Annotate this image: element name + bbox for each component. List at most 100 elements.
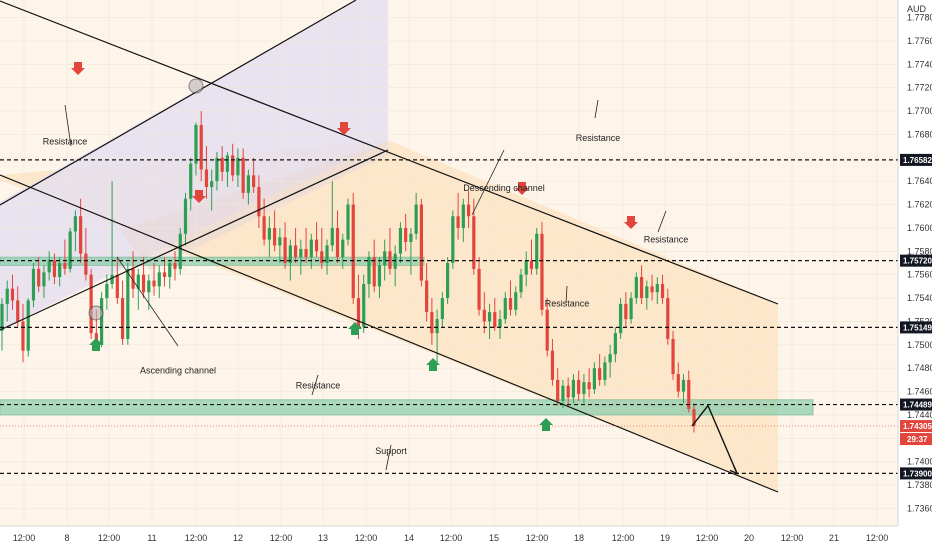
candle-body: [676, 374, 680, 392]
candle-body: [487, 312, 492, 322]
x-tick-label: 12:00: [270, 533, 293, 543]
candle-body: [0, 303, 4, 331]
candle-body: [341, 239, 345, 258]
candle-body: [299, 248, 303, 258]
x-tick-label: 11: [147, 533, 156, 543]
candle-body: [660, 284, 665, 299]
candle-body: [587, 382, 591, 390]
candle-body: [461, 204, 465, 228]
candle-body: [561, 385, 565, 401]
candle-body: [273, 227, 277, 246]
candle-body: [194, 125, 198, 164]
candle-body: [681, 379, 686, 392]
candle-body: [236, 157, 240, 176]
candle-body: [598, 368, 602, 380]
candle-body: [47, 260, 51, 273]
y-tick-label: 1.75400: [907, 293, 932, 303]
candle-body: [550, 350, 555, 380]
x-tick-label: 12:00: [526, 533, 549, 543]
annotation-label: Support: [375, 446, 407, 456]
candle-body: [147, 280, 151, 293]
candle-body: [629, 298, 633, 320]
annotation-pointer: [385, 444, 392, 471]
candle-body: [466, 204, 471, 217]
candle-body: [199, 125, 203, 170]
candle-body: [435, 319, 439, 334]
candle-body: [141, 274, 146, 293]
candle-body: [131, 268, 135, 289]
candle-body: [351, 204, 355, 299]
candle-body: [162, 272, 167, 278]
time-axis-background: [0, 526, 932, 550]
candle-body: [257, 187, 261, 217]
x-tick-label: 12:00: [13, 533, 36, 543]
candle-body: [105, 284, 109, 299]
candle-body: [225, 155, 230, 172]
candle-body: [120, 298, 125, 339]
candle-body: [535, 233, 539, 269]
descending-channel-upper-line: [0, 0, 779, 305]
y-tick-label: 1.75800: [907, 246, 932, 256]
red-down-arrow: [515, 182, 529, 195]
candle-body: [456, 216, 460, 228]
y-tick-label: 1.77600: [907, 36, 932, 46]
candle-body: [309, 239, 313, 258]
ascending-channel-fill: [0, 0, 388, 330]
candle-body: [246, 175, 250, 193]
candle-body: [42, 272, 46, 287]
candle-body: [440, 298, 444, 320]
candle-body: [26, 300, 30, 351]
annotation-pointer: [565, 285, 568, 304]
x-tick-label: 18: [574, 533, 584, 543]
red-down-arrow: [71, 62, 85, 75]
candle-body: [372, 257, 376, 287]
candle-body: [529, 260, 534, 269]
green-up-arrow: [539, 418, 553, 431]
candle-body: [425, 280, 429, 313]
x-tick-label: 12:00: [866, 533, 889, 543]
annotation-label: Resistance: [296, 381, 341, 391]
annotation-label: Resistance: [644, 235, 689, 245]
candle-body: [571, 379, 576, 398]
candle-body: [157, 272, 161, 287]
candle-body: [508, 298, 513, 310]
candle-body: [577, 379, 581, 394]
ascending-channel-upper-line: [0, 0, 357, 206]
candle-body: [608, 354, 612, 363]
candle-body: [283, 237, 287, 263]
candle-body: [503, 298, 507, 320]
candle-body: [414, 204, 418, 234]
x-tick-label: 12:00: [696, 533, 719, 543]
candle-body: [655, 284, 659, 293]
candle-body: [592, 368, 596, 390]
candle-body: [603, 362, 607, 380]
candle-body: [367, 257, 371, 285]
candle-body: [398, 227, 403, 254]
candle-body: [582, 382, 586, 394]
candle-body: [252, 175, 256, 188]
lower-zone: [0, 399, 814, 416]
price-axis-background: [898, 0, 932, 550]
annotation-pointer: [657, 210, 667, 233]
candle-body: [178, 233, 182, 269]
candle-body: [383, 251, 387, 266]
candle-body: [68, 231, 72, 269]
candle-body: [451, 216, 455, 263]
candle-body: [639, 277, 644, 299]
candle-body: [566, 385, 570, 398]
y-tick-label: 1.75000: [907, 340, 932, 350]
candle-body: [183, 198, 188, 234]
x-tick-label: 12:00: [612, 533, 635, 543]
candle-body: [404, 227, 408, 242]
candle-body: [52, 260, 57, 278]
candle-body: [100, 298, 104, 345]
currency-label: AUD: [907, 4, 927, 14]
candle-body: [325, 245, 329, 263]
current-price-label: 1.74305: [903, 422, 932, 431]
candle-body: [619, 303, 623, 334]
candle-body: [362, 284, 366, 328]
channel-overlap-fill: [120, 142, 388, 270]
y-tick-label: 1.76400: [907, 176, 932, 186]
